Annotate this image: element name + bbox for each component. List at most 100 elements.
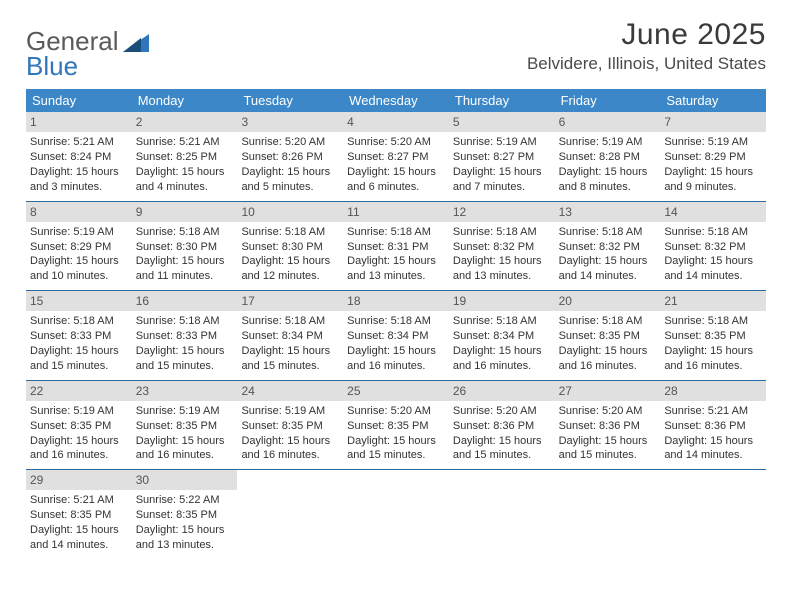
day-cell: 11Sunrise: 5:18 AMSunset: 8:31 PMDayligh… (343, 202, 449, 291)
sunrise-text: Sunrise: 5:21 AM (30, 493, 128, 508)
day-cell: 23Sunrise: 5:19 AMSunset: 8:35 PMDayligh… (132, 381, 238, 470)
sunrise-text: Sunrise: 5:18 AM (30, 314, 128, 329)
daylight-text: Daylight: 15 hours and 11 minutes. (136, 254, 234, 284)
daylight-text: Daylight: 15 hours and 10 minutes. (30, 254, 128, 284)
week-row: 8Sunrise: 5:19 AMSunset: 8:29 PMDaylight… (26, 202, 766, 292)
day-cell: 22Sunrise: 5:19 AMSunset: 8:35 PMDayligh… (26, 381, 132, 470)
week-row: 1Sunrise: 5:21 AMSunset: 8:24 PMDaylight… (26, 112, 766, 202)
sunrise-text: Sunrise: 5:19 AM (30, 404, 128, 419)
daylight-text: Daylight: 15 hours and 14 minutes. (664, 254, 762, 284)
logo-triangle-icon (123, 30, 149, 57)
sunset-text: Sunset: 8:24 PM (30, 150, 128, 165)
day-number: 16 (132, 291, 238, 311)
sunrise-text: Sunrise: 5:18 AM (559, 225, 657, 240)
week-row: 29Sunrise: 5:21 AMSunset: 8:35 PMDayligh… (26, 470, 766, 559)
sunset-text: Sunset: 8:35 PM (559, 329, 657, 344)
daylight-text: Daylight: 15 hours and 7 minutes. (453, 165, 551, 195)
day-cell: 29Sunrise: 5:21 AMSunset: 8:35 PMDayligh… (26, 470, 132, 559)
sunset-text: Sunset: 8:34 PM (241, 329, 339, 344)
day-number: 15 (26, 291, 132, 311)
dow-thursday: Thursday (449, 89, 555, 112)
day-cell: 14Sunrise: 5:18 AMSunset: 8:32 PMDayligh… (660, 202, 766, 291)
sunset-text: Sunset: 8:27 PM (453, 150, 551, 165)
sunrise-text: Sunrise: 5:19 AM (664, 135, 762, 150)
calendar-grid: Sunday Monday Tuesday Wednesday Thursday… (26, 89, 766, 559)
sunset-text: Sunset: 8:26 PM (241, 150, 339, 165)
day-number: 10 (237, 202, 343, 222)
day-number: 26 (449, 381, 555, 401)
day-cell: 18Sunrise: 5:18 AMSunset: 8:34 PMDayligh… (343, 291, 449, 380)
day-cell: 27Sunrise: 5:20 AMSunset: 8:36 PMDayligh… (555, 381, 661, 470)
page-header: General Blue June 2025 Belvidere, Illino… (26, 18, 766, 79)
day-cell: 21Sunrise: 5:18 AMSunset: 8:35 PMDayligh… (660, 291, 766, 380)
sunset-text: Sunset: 8:36 PM (453, 419, 551, 434)
day-number: 13 (555, 202, 661, 222)
day-number: 7 (660, 112, 766, 132)
sunrise-text: Sunrise: 5:19 AM (559, 135, 657, 150)
sunset-text: Sunset: 8:29 PM (30, 240, 128, 255)
day-cell: 4Sunrise: 5:20 AMSunset: 8:27 PMDaylight… (343, 112, 449, 201)
day-number: 12 (449, 202, 555, 222)
sunrise-text: Sunrise: 5:19 AM (136, 404, 234, 419)
calendar-page: General Blue June 2025 Belvidere, Illino… (0, 0, 792, 612)
location-subtitle: Belvidere, Illinois, United States (527, 54, 766, 74)
sunset-text: Sunset: 8:35 PM (664, 329, 762, 344)
day-number: 5 (449, 112, 555, 132)
logo-text: General Blue (26, 28, 119, 79)
sunrise-text: Sunrise: 5:22 AM (136, 493, 234, 508)
sunset-text: Sunset: 8:32 PM (559, 240, 657, 255)
day-number: 25 (343, 381, 449, 401)
day-cell: 5Sunrise: 5:19 AMSunset: 8:27 PMDaylight… (449, 112, 555, 201)
day-number: 6 (555, 112, 661, 132)
day-cell: 3Sunrise: 5:20 AMSunset: 8:26 PMDaylight… (237, 112, 343, 201)
sunset-text: Sunset: 8:35 PM (30, 508, 128, 523)
sunset-text: Sunset: 8:27 PM (347, 150, 445, 165)
daylight-text: Daylight: 15 hours and 14 minutes. (664, 434, 762, 464)
sunrise-text: Sunrise: 5:21 AM (664, 404, 762, 419)
daylight-text: Daylight: 15 hours and 16 minutes. (559, 344, 657, 374)
day-number: 2 (132, 112, 238, 132)
dow-friday: Friday (555, 89, 661, 112)
day-number: 20 (555, 291, 661, 311)
daylight-text: Daylight: 15 hours and 13 minutes. (453, 254, 551, 284)
sunrise-text: Sunrise: 5:18 AM (664, 314, 762, 329)
day-cell (660, 470, 766, 559)
day-cell: 9Sunrise: 5:18 AMSunset: 8:30 PMDaylight… (132, 202, 238, 291)
daylight-text: Daylight: 15 hours and 16 minutes. (664, 344, 762, 374)
daylight-text: Daylight: 15 hours and 15 minutes. (559, 434, 657, 464)
daylight-text: Daylight: 15 hours and 16 minutes. (136, 434, 234, 464)
sunrise-text: Sunrise: 5:18 AM (453, 314, 551, 329)
day-cell: 15Sunrise: 5:18 AMSunset: 8:33 PMDayligh… (26, 291, 132, 380)
sunset-text: Sunset: 8:35 PM (347, 419, 445, 434)
day-number: 4 (343, 112, 449, 132)
dow-saturday: Saturday (660, 89, 766, 112)
daylight-text: Daylight: 15 hours and 15 minutes. (241, 344, 339, 374)
sunset-text: Sunset: 8:29 PM (664, 150, 762, 165)
sunset-text: Sunset: 8:35 PM (136, 419, 234, 434)
sunset-text: Sunset: 8:36 PM (559, 419, 657, 434)
daylight-text: Daylight: 15 hours and 15 minutes. (136, 344, 234, 374)
day-number: 18 (343, 291, 449, 311)
daylight-text: Daylight: 15 hours and 14 minutes. (559, 254, 657, 284)
day-number: 27 (555, 381, 661, 401)
sunrise-text: Sunrise: 5:20 AM (241, 135, 339, 150)
sunset-text: Sunset: 8:33 PM (136, 329, 234, 344)
day-cell: 17Sunrise: 5:18 AMSunset: 8:34 PMDayligh… (237, 291, 343, 380)
sunrise-text: Sunrise: 5:18 AM (136, 314, 234, 329)
weeks-container: 1Sunrise: 5:21 AMSunset: 8:24 PMDaylight… (26, 112, 766, 559)
daylight-text: Daylight: 15 hours and 16 minutes. (453, 344, 551, 374)
sunset-text: Sunset: 8:32 PM (664, 240, 762, 255)
daylight-text: Daylight: 15 hours and 16 minutes. (241, 434, 339, 464)
day-cell: 6Sunrise: 5:19 AMSunset: 8:28 PMDaylight… (555, 112, 661, 201)
day-number: 14 (660, 202, 766, 222)
day-number: 11 (343, 202, 449, 222)
day-cell: 25Sunrise: 5:20 AMSunset: 8:35 PMDayligh… (343, 381, 449, 470)
sunrise-text: Sunrise: 5:18 AM (347, 225, 445, 240)
days-of-week-header: Sunday Monday Tuesday Wednesday Thursday… (26, 89, 766, 112)
sunrise-text: Sunrise: 5:19 AM (241, 404, 339, 419)
sunset-text: Sunset: 8:30 PM (136, 240, 234, 255)
sunrise-text: Sunrise: 5:18 AM (136, 225, 234, 240)
day-cell: 8Sunrise: 5:19 AMSunset: 8:29 PMDaylight… (26, 202, 132, 291)
daylight-text: Daylight: 15 hours and 9 minutes. (664, 165, 762, 195)
title-block: June 2025 Belvidere, Illinois, United St… (527, 18, 766, 74)
